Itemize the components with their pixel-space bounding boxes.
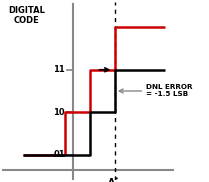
- Text: 01: 01: [53, 150, 65, 159]
- Text: 10: 10: [53, 108, 65, 117]
- Text: DIGITAL
CODE: DIGITAL CODE: [8, 6, 45, 25]
- Text: 11: 11: [53, 65, 65, 74]
- Text: $\mathbf{A_{IN}^{*}}$: $\mathbf{A_{IN}^{*}}$: [107, 175, 123, 182]
- Text: DNL ERROR
= -1.5 LSB: DNL ERROR = -1.5 LSB: [146, 84, 192, 98]
